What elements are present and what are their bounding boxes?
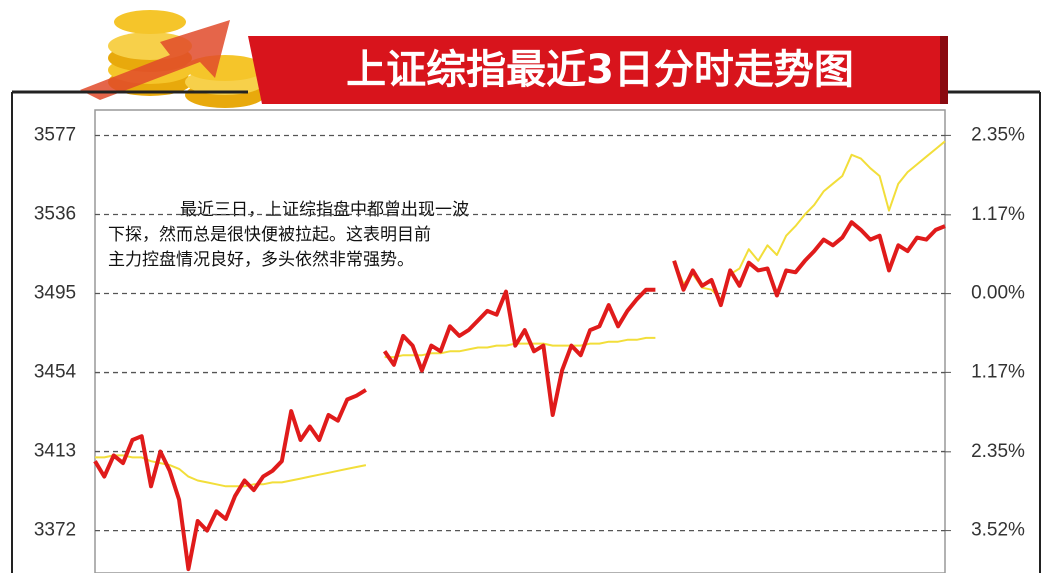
y-tick-label: 3577 xyxy=(34,124,76,145)
y2-tick-label: 2.35% xyxy=(971,124,1025,145)
annotation-line: 最近三日，上证综指盘中都曾出现一波 xyxy=(180,200,469,220)
y-tick-label: 3372 xyxy=(34,520,76,541)
y2-tick-label: 0.00% xyxy=(971,283,1025,304)
series-line xyxy=(93,220,946,572)
y2-tick-label: 1.17% xyxy=(971,204,1025,225)
banner-edge xyxy=(940,36,948,104)
y2-tick-label: 1.17% xyxy=(971,361,1025,382)
plot-area xyxy=(94,109,946,573)
y-tick-label: 3454 xyxy=(34,362,77,383)
annotation-line: 主力控盘情况良好，多头依然非常强势。 xyxy=(108,250,414,270)
coin-icon xyxy=(80,10,265,108)
y-tick-label: 3495 xyxy=(34,283,76,304)
y2-tick-label: 2.35% xyxy=(971,441,1025,462)
annotation-line: 下探，然而总是很快便被拉起。这表明目前 xyxy=(108,225,431,245)
chart-title: 上证综指最近3日分时走势图 xyxy=(346,47,854,93)
y2-tick-label: 3.52% xyxy=(971,520,1025,541)
y-tick-label: 3536 xyxy=(34,204,76,225)
title-banner xyxy=(248,36,948,104)
y-tick-label: 3413 xyxy=(34,441,76,462)
